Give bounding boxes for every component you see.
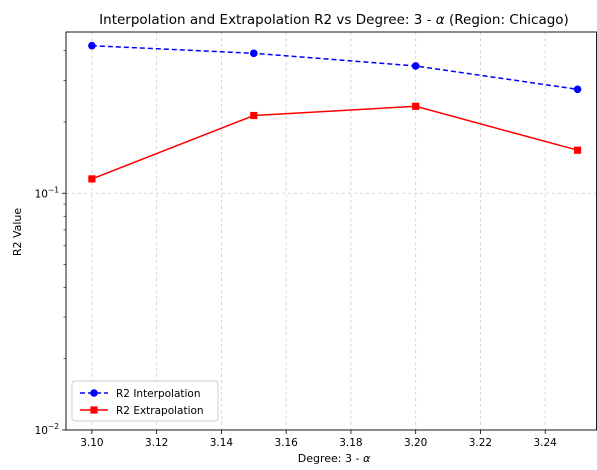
data-point <box>411 62 420 70</box>
data-point <box>250 111 258 120</box>
y-axis-label: R2 Value <box>11 208 24 257</box>
legend-box <box>71 380 219 422</box>
x-axis-label: Degree: 3 - α <box>298 452 371 465</box>
x-tick-label: 3.22 <box>469 437 492 449</box>
series-line-2 <box>91 105 578 180</box>
data-point <box>573 85 582 94</box>
legend-marker <box>90 389 98 397</box>
x-tick-label: 3.20 <box>404 437 427 449</box>
data-point <box>88 41 96 50</box>
x-tick-label: 3.12 <box>145 437 168 449</box>
data-point <box>412 102 420 110</box>
legend-marker <box>90 406 98 414</box>
legend-label-2: R2 Extrapolation <box>116 405 204 417</box>
tick-labels: 3.10 3.12 3.14 3.16 3.18 3.20 3.22 3.24 10−2 10−1 <box>35 185 558 449</box>
x-tick-label: 3.14 <box>210 437 234 449</box>
chart-title: Interpolation and Extrapolation R2 vs De… <box>99 12 569 28</box>
x-tick-label: 3.24 <box>533 437 557 449</box>
data-point <box>249 49 258 58</box>
x-tick-label: 3.10 <box>80 437 103 449</box>
y-tick-label: 10−2 <box>35 422 60 437</box>
legend-label-1: R2 Interpolation <box>116 388 201 400</box>
legend: R2 Interpolation R2 Extrapolation <box>71 380 219 422</box>
data-point <box>573 146 582 154</box>
x-tick-label: 3.16 <box>274 437 298 449</box>
data-point <box>88 175 96 183</box>
x-tick-label: 3.18 <box>339 437 362 449</box>
series-line-1 <box>91 44 578 91</box>
y-tick-label: 10−1 <box>35 185 60 200</box>
grid-lines <box>66 32 597 431</box>
series-layer <box>88 41 582 183</box>
axes <box>62 31 597 434</box>
plot-frame <box>65 31 597 431</box>
